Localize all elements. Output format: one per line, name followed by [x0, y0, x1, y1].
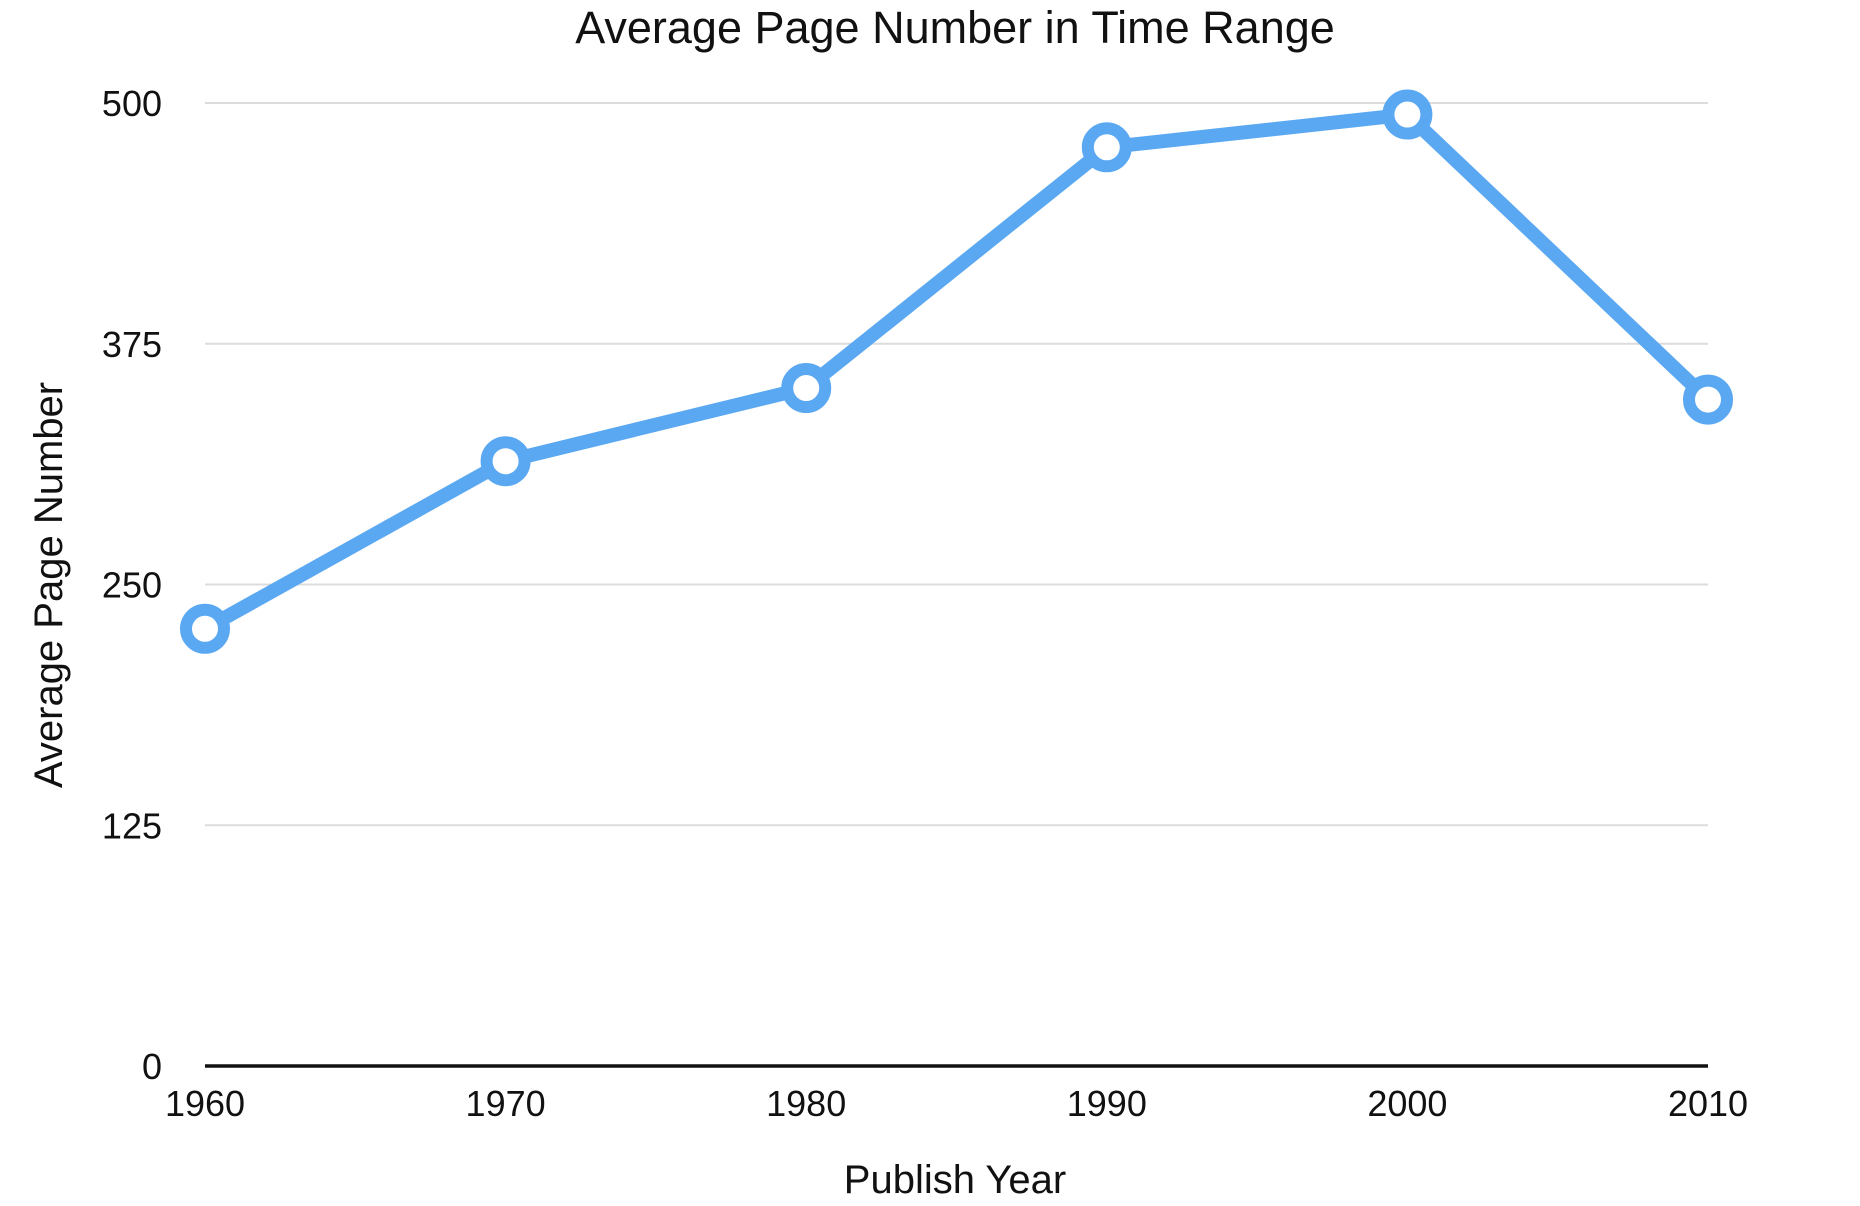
- y-tick-labels: 0 125 250 375 500: [102, 83, 162, 1087]
- y-tick-label: 500: [102, 83, 162, 124]
- x-tick-label: 1970: [466, 1083, 546, 1124]
- data-point-1980: [781, 363, 832, 414]
- data-point-1990: [1081, 122, 1132, 173]
- x-tick-label: 2000: [1367, 1083, 1447, 1124]
- x-tick-label: 1990: [1067, 1083, 1147, 1124]
- data-point-2010: [1683, 374, 1733, 425]
- data-point-1970: [480, 436, 531, 487]
- chart-title: Average Page Number in Time Range: [575, 2, 1335, 53]
- x-axis-label: Publish Year: [844, 1158, 1066, 1202]
- gridlines: [205, 102, 1708, 827]
- data-point-1960: [180, 603, 230, 654]
- data-point-2000: [1382, 89, 1433, 140]
- y-tick-label: 250: [102, 565, 162, 606]
- x-tick-label: 2010: [1668, 1083, 1748, 1124]
- x-tick-label: 1960: [165, 1083, 245, 1124]
- y-tick-label: 375: [102, 324, 162, 365]
- y-axis-label: Average Page Number: [27, 382, 71, 788]
- series-group: [180, 89, 1733, 654]
- y-tick-label: 0: [142, 1046, 162, 1087]
- y-tick-label: 125: [102, 805, 162, 846]
- x-tick-label: 1980: [766, 1083, 846, 1124]
- x-tick-labels: 1960 1970 1980 1990 2000 2010: [165, 1083, 1748, 1124]
- series-line: [198, 107, 1715, 636]
